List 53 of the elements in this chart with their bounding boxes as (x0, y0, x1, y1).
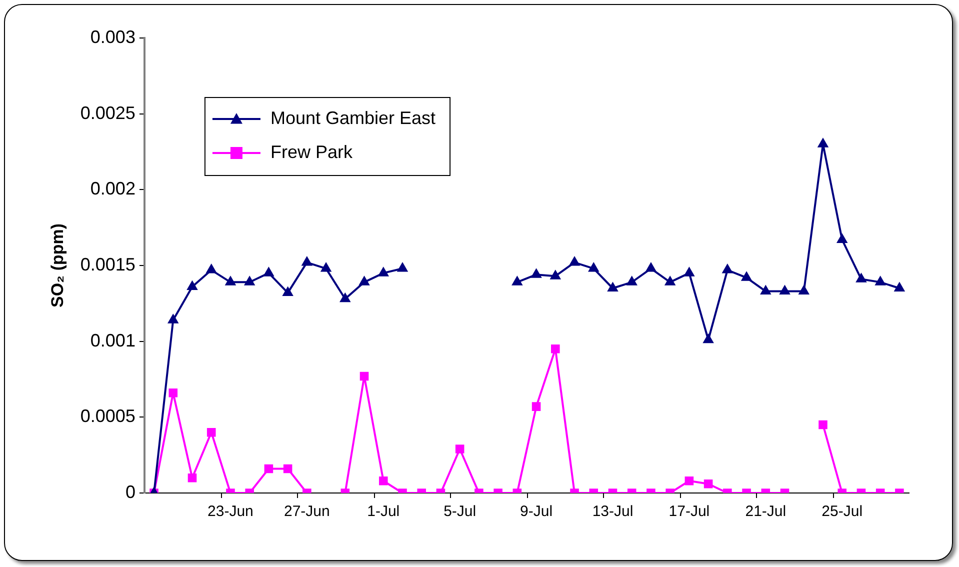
y-axis-title: SO₂ (ppm) (48, 223, 67, 308)
point (894, 282, 905, 292)
point (206, 264, 217, 274)
y-tick-label: 0.002 (90, 178, 136, 199)
point (282, 286, 294, 296)
point (875, 276, 886, 286)
point (684, 267, 694, 276)
x-tick-label: 27-Jun (284, 503, 330, 520)
legend-label: Frew Park (270, 142, 354, 162)
point (359, 276, 370, 286)
y-tick-label: 0.0005 (80, 406, 136, 426)
x-tick-label: 21-Jul (745, 503, 786, 520)
y-tick-label: 0 (125, 482, 136, 502)
y-tick-label: 0.001 (90, 330, 136, 350)
y-tick-label: 0.0015 (80, 254, 136, 274)
x-tick-label: 23-Jun (208, 503, 254, 520)
point (607, 282, 618, 292)
point (397, 262, 408, 272)
x-tick-label: 17-Jul (668, 503, 710, 520)
point (798, 285, 810, 295)
point (588, 262, 599, 272)
point (818, 138, 828, 148)
point (378, 267, 389, 276)
point (186, 280, 198, 290)
x-tick-label: 13-Jul (592, 503, 634, 520)
point (263, 267, 274, 276)
point (512, 276, 522, 286)
x-tick-label: 5-Jul (444, 503, 476, 520)
point (225, 276, 236, 286)
x-tick-label: 25-Jul (822, 503, 863, 520)
x-tick-label: 1-Jul (367, 503, 400, 520)
point (168, 314, 178, 324)
point (340, 292, 350, 302)
point (302, 256, 312, 266)
point (780, 285, 790, 295)
point (550, 270, 561, 280)
point (569, 256, 580, 266)
point (856, 273, 866, 282)
point (741, 272, 752, 281)
legend-label: Mount Gambier East (270, 108, 436, 128)
y-tick-label: 0.0025 (80, 102, 136, 123)
x-tick-label: 9-Jul (520, 503, 553, 520)
point (722, 264, 733, 274)
point (646, 262, 656, 272)
point (244, 276, 255, 286)
y-tick-label: 0.003 (90, 26, 136, 47)
point (531, 268, 542, 278)
point (626, 276, 638, 286)
point (703, 334, 714, 344)
point (320, 262, 332, 272)
point (836, 234, 848, 243)
point (664, 276, 676, 286)
point (760, 285, 771, 295)
